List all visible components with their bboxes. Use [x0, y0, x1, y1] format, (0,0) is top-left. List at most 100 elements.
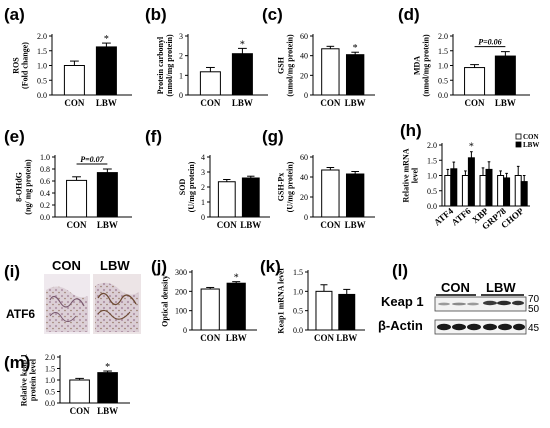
y-tick-label: 300: [175, 268, 187, 277]
x-tick-label: CON: [314, 333, 335, 343]
blot-marker-70: 70: [528, 294, 540, 305]
legend-label-con: CON: [523, 133, 539, 141]
ihc-image-con: [44, 274, 90, 334]
bar-con: [199, 71, 221, 96]
y-tick-label: 0.6: [40, 177, 50, 186]
chart-f: (f) 0 1 2 3 4 SOD(U/mg protein) CON LBW: [145, 127, 270, 230]
legend-label-lbw: LBW: [523, 141, 539, 149]
y-tick-label: 1.5: [45, 365, 55, 374]
bar-con-grp78: [497, 175, 505, 207]
blot-row-actin: β-Actin: [378, 318, 423, 333]
panel-letter-j: (j): [151, 257, 167, 276]
significance-star: *: [240, 39, 245, 50]
panel-letter-g: (g): [262, 127, 284, 146]
y-tick-label: 2: [179, 52, 183, 61]
y-tick-label: 0.0: [45, 399, 55, 408]
y-tick-label: 1.0: [438, 62, 448, 71]
x-tick-label: CON: [64, 98, 85, 108]
y-tick-label: 0.5: [45, 388, 55, 397]
bar-con-xbp: [479, 175, 487, 207]
bar-lbw-chop: [520, 181, 528, 207]
panel-letter-i: (i): [4, 262, 20, 281]
x-tick-label: LBW: [96, 98, 117, 108]
bar-con: [217, 181, 236, 218]
y-tick-label: 0.5: [438, 76, 448, 85]
y-tick-label: 1.0: [40, 153, 50, 162]
panel-letter-a: (a): [4, 5, 25, 24]
bar-lbw-grp78: [503, 177, 511, 207]
y-tick-label: 1.5: [438, 47, 448, 56]
x-tick-label: LBW: [97, 220, 118, 230]
x-tick-label: CON: [70, 406, 91, 416]
western-blot-panel: (l) CON LBW Keap 1 β-Actin 70 50 45: [378, 261, 540, 335]
x-tick-label: CON: [217, 220, 238, 230]
bar-con: [66, 179, 88, 218]
bar-con: [63, 65, 85, 96]
y-tick-label: 100: [175, 307, 187, 316]
bar-lbw-atf6: [467, 157, 475, 207]
bar-con: [69, 379, 90, 404]
bar-con: [200, 288, 220, 331]
y-tick-label: 1.0: [37, 62, 47, 71]
chart-d: (d) 0.0 0.5 1.0 1.5 2.0 MDA(nmol/mg protein) CO…: [398, 5, 530, 108]
ihc-group-lbw: LBW: [100, 258, 130, 273]
y-tick-label: 3: [201, 168, 205, 177]
y-tick-label: 2: [201, 183, 205, 192]
y-tick-label: 0.8: [40, 165, 50, 174]
y-tick-label: 0.2: [40, 201, 50, 210]
y-axis-title: Keap1 mRNA level: [276, 268, 285, 334]
y-tick-label: 1.0: [293, 287, 303, 296]
x-tick-label: LBW: [345, 98, 366, 108]
x-tick-label: LBW: [336, 333, 357, 343]
y-axis-title: MDA(nmol/mg protein): [412, 34, 430, 97]
significance-star: *: [105, 362, 110, 373]
x-tick-label: CON: [465, 98, 486, 108]
chart-g: (g) 0 20 40 60 GSH-Px(U/mg protein) CON LBW: [262, 127, 375, 230]
y-tick-label: 1.0: [45, 376, 55, 385]
bar-lbw: [345, 54, 365, 96]
y-tick-label: 0.0: [438, 91, 448, 100]
bar-lbw: [231, 53, 253, 96]
blot-bands-keap1: [438, 300, 524, 306]
bar-lbw: [226, 282, 246, 331]
significance-star: *: [104, 34, 109, 45]
chart-m: (m) 0.0 0.5 1.0 1.5 2.0 Relative keap 1protein…: [4, 353, 130, 416]
bar-con-atf4: [444, 175, 452, 207]
y-tick-label: 0: [183, 326, 187, 335]
y-axis-title: ROS(Fold change): [11, 42, 29, 89]
ihc-row-label: ATF6: [6, 307, 35, 321]
p-value-label: P=0.07: [80, 155, 104, 164]
significance-star: *: [234, 273, 239, 284]
y-tick-label: 0.4: [40, 189, 50, 198]
y-tick-label: 1.5: [427, 156, 437, 165]
y-tick-label: 3: [179, 32, 183, 41]
x-tick-label: CON: [320, 220, 341, 230]
blot-marker-50: 50: [528, 304, 540, 315]
significance-star: *: [469, 142, 474, 153]
y-tick-label: 0: [304, 213, 308, 222]
bar-con: [464, 67, 486, 96]
x-tick-label: CON: [200, 98, 221, 108]
chart-c: (c) 0 20 40 60 GSH(umol/mg protein) CON LBW *: [262, 5, 375, 108]
x-tick-label: ATF6: [450, 206, 474, 228]
y-tick-label: 60: [300, 32, 308, 41]
x-tick-label: CON: [200, 333, 221, 343]
panel-letter-k: (k): [260, 257, 281, 276]
p-value-label: P=0.06: [478, 38, 501, 47]
y-tick-label: 20: [300, 71, 308, 80]
y-tick-label: 1.5: [293, 268, 303, 277]
y-tick-label: 40: [300, 173, 308, 182]
legend-swatch-lbw: [515, 141, 522, 148]
y-tick-label: 2.0: [427, 141, 437, 150]
blot-marker-45: 45: [528, 323, 540, 334]
panel-letter-l: (l): [392, 261, 408, 280]
ihc-group-con: CON: [52, 258, 81, 273]
y-axis-title: Relative mRNAlevel: [401, 148, 419, 202]
y-tick-label: 0.5: [293, 307, 303, 316]
legend-swatch-con: [515, 133, 522, 140]
bar-con-atf6: [461, 175, 469, 207]
x-tick-label: LBW: [232, 98, 253, 108]
